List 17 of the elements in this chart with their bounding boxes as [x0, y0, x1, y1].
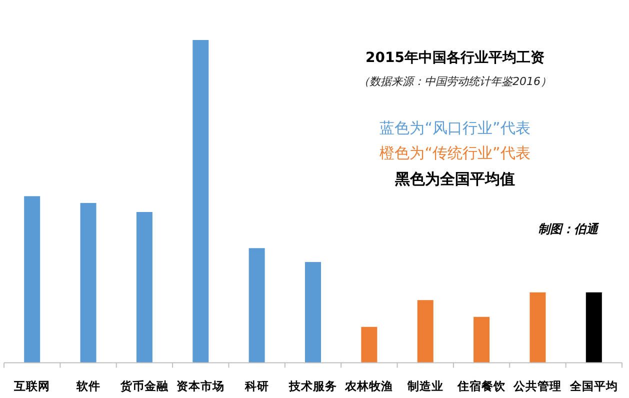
- x-tick-label: 制造业: [406, 379, 444, 393]
- x-tick-label: 货币金融: [119, 379, 170, 393]
- text: 2015年中国各行业平均工资: [366, 50, 544, 66]
- annotation: 橙色为“传统行业”代表: [380, 144, 530, 162]
- annotation: 制图：伯通: [538, 222, 599, 236]
- annotation: 蓝色为“风口行业”代表: [380, 119, 530, 137]
- text: （数据来源：中国劳动统计年鉴2016）: [358, 75, 552, 88]
- x-tick-label: 互联网: [13, 379, 50, 393]
- x-tick-label: 资本市场: [176, 379, 225, 393]
- x-tick-label: 技术服务: [288, 379, 337, 393]
- x-tick-label: 住宿餐饮: [456, 379, 507, 393]
- annotation: 黑色为全国平均值: [394, 170, 515, 188]
- x-tick-label: 科研: [244, 379, 269, 393]
- x-tick-label: 农林牧渔: [344, 379, 394, 393]
- x-tick-label: 全国平均: [568, 379, 618, 393]
- x-tick-label: 公共管理: [512, 379, 562, 393]
- x-tick-label: 软件: [75, 379, 100, 393]
